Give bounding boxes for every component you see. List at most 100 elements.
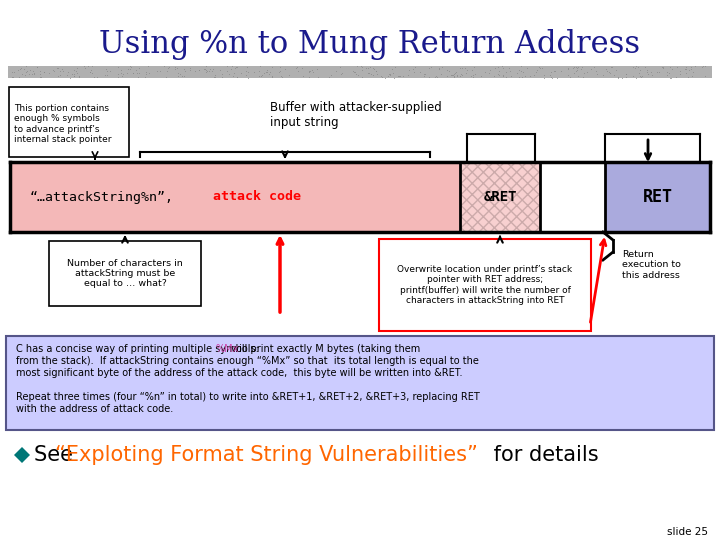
Point: [436, 63, 447, 71]
Point: [256, 71, 267, 80]
FancyBboxPatch shape: [6, 336, 714, 430]
Point: [446, 71, 458, 79]
Point: [456, 70, 468, 79]
Point: [117, 70, 128, 78]
Point: [370, 66, 382, 75]
Point: [454, 72, 466, 80]
Point: [283, 71, 294, 79]
Point: [169, 63, 181, 71]
Text: %Mx: %Mx: [216, 344, 239, 354]
Point: [489, 72, 500, 80]
Point: [13, 72, 24, 81]
Point: [601, 66, 613, 75]
Point: [152, 67, 163, 76]
Point: [276, 72, 287, 81]
Point: [610, 66, 621, 75]
Point: [349, 68, 361, 76]
Point: [276, 72, 287, 80]
Point: [28, 69, 40, 78]
Point: [231, 73, 243, 82]
Point: [293, 66, 305, 75]
Point: [448, 70, 459, 78]
Point: [445, 71, 456, 79]
Point: [679, 65, 690, 73]
Point: [505, 66, 516, 75]
Point: [572, 63, 584, 72]
Bar: [10, 162, 460, 232]
Point: [7, 73, 19, 82]
Point: [48, 66, 60, 75]
Point: [492, 69, 504, 78]
Point: [685, 62, 696, 71]
Point: [115, 65, 127, 74]
Point: [68, 69, 80, 78]
Point: [65, 73, 76, 82]
Point: [459, 64, 471, 73]
Point: [513, 66, 525, 75]
Point: [449, 69, 461, 78]
Point: [80, 64, 91, 72]
Point: [73, 72, 85, 81]
Point: [116, 69, 127, 77]
Point: [497, 72, 508, 80]
Point: [266, 72, 278, 80]
Point: [19, 71, 31, 79]
Point: [431, 72, 443, 81]
Point: [367, 71, 379, 79]
Point: [419, 70, 431, 78]
Point: [68, 66, 80, 75]
Point: [201, 66, 212, 75]
Point: [101, 64, 112, 73]
Point: [700, 72, 711, 80]
Point: [17, 70, 28, 78]
Point: [184, 64, 196, 72]
Point: [576, 63, 588, 72]
Point: [548, 67, 559, 76]
Point: [456, 63, 468, 72]
Point: [545, 73, 557, 82]
Text: Buffer with attacker-supplied
input string: Buffer with attacker-supplied input stri…: [270, 101, 442, 129]
Point: [231, 72, 243, 81]
Point: [647, 71, 658, 80]
Point: [490, 64, 501, 73]
Point: [634, 72, 645, 80]
Point: [408, 68, 420, 76]
Point: [443, 66, 454, 75]
FancyBboxPatch shape: [49, 241, 201, 306]
Point: [567, 63, 578, 72]
Text: attack code: attack code: [205, 191, 301, 204]
Point: [160, 73, 171, 82]
Point: [546, 73, 557, 82]
Point: [632, 63, 644, 71]
Text: This portion contains
enough % symbols
to advance printf’s
internal stack pointe: This portion contains enough % symbols t…: [14, 104, 112, 144]
Point: [389, 63, 400, 71]
Point: [209, 70, 220, 79]
Point: [222, 62, 233, 71]
Point: [171, 64, 182, 72]
Point: [101, 66, 112, 75]
Point: [336, 70, 347, 79]
Point: [227, 72, 238, 80]
Point: [55, 71, 66, 79]
Point: [240, 67, 251, 76]
Point: [387, 65, 398, 73]
Point: [14, 64, 25, 73]
Point: [71, 67, 82, 76]
Point: [355, 62, 366, 71]
Point: [143, 69, 154, 77]
Point: [536, 64, 547, 72]
Point: [577, 73, 589, 82]
Point: [475, 72, 487, 80]
Point: [142, 62, 153, 71]
Point: [462, 66, 473, 75]
Point: [392, 72, 404, 80]
Point: [620, 70, 631, 78]
Point: [370, 66, 382, 75]
Point: [200, 68, 212, 76]
Point: [12, 66, 24, 75]
Point: [635, 72, 647, 81]
Point: [636, 71, 648, 80]
Point: [34, 67, 45, 76]
Point: [522, 64, 534, 72]
Point: [158, 62, 170, 70]
